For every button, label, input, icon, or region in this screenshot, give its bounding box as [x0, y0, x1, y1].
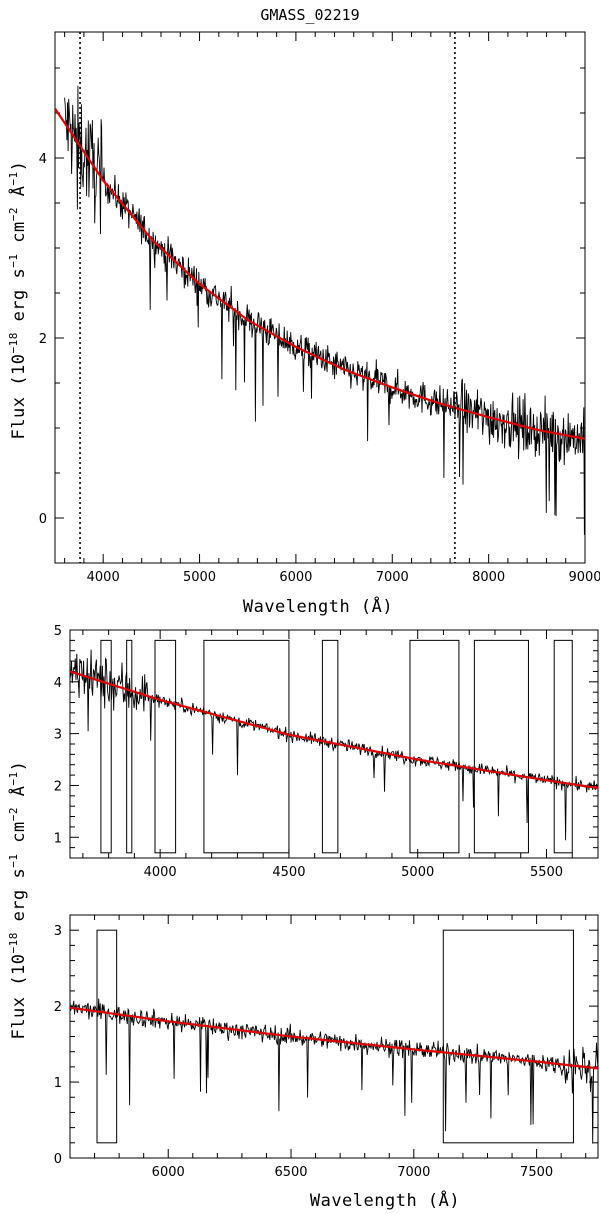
index-window-box	[126, 639, 133, 854]
x-tick-label: 7000	[397, 1165, 430, 1180]
x-tick-label: 9000	[568, 570, 600, 585]
observed-spectrum-line	[70, 649, 598, 841]
index-window-box	[154, 639, 177, 854]
x-tick-label: 4000	[144, 865, 177, 880]
index-window-box	[409, 639, 460, 854]
x-tick-label: 7000	[376, 570, 409, 585]
plot-title: GMASS_02219	[260, 6, 359, 24]
index-window-box	[203, 639, 290, 854]
x-tick-label: 6500	[274, 1165, 307, 1180]
top-xlabel: Wavelength (Å)	[243, 595, 393, 617]
panel-red-zoom: 6000 6500 7000 7500 0 1 2 3	[54, 914, 599, 1180]
y-tick-label: 0	[39, 512, 47, 527]
index-window-box	[473, 639, 529, 854]
y-tick-label: 3	[54, 728, 62, 743]
index-window-box	[442, 929, 574, 1144]
x-tick-label: 6000	[279, 570, 312, 585]
observed-spectrum-line	[64, 85, 585, 535]
y-tick-label: 5	[54, 624, 62, 639]
top-ylabel: Flux (10−18 erg s−1 cm−2 Å−1)	[7, 161, 29, 440]
axis-frame	[54, 31, 586, 564]
x-tick-label: 6000	[152, 1165, 185, 1180]
lower-ylabel: Flux (10−18 erg s−1 cm−2 Å−1)	[7, 761, 29, 1040]
observed-spectrum-line	[70, 998, 598, 1144]
x-tick-label: 4000	[87, 570, 120, 585]
index-window-box	[100, 639, 112, 854]
index-window-box	[96, 929, 118, 1144]
index-window-box	[553, 639, 573, 854]
y-tick-label: 2	[54, 779, 62, 794]
y-tick-label: 4	[39, 152, 47, 167]
axis-frame	[69, 914, 599, 1159]
panel-blue-zoom: 4000 4500 5000 5500 1 2 3 4 5	[54, 624, 599, 880]
x-tick-label: 5500	[530, 865, 563, 880]
continuum-fit-line	[70, 1006, 598, 1070]
y-tick-label: 0	[54, 1152, 62, 1167]
y-tick-label: 1	[54, 1076, 62, 1091]
y-tick-label: 3	[54, 924, 62, 939]
x-tick-label: 4500	[272, 865, 305, 880]
bottom-xlabel: Wavelength (Å)	[310, 1189, 460, 1211]
y-tick-label: 1	[54, 831, 62, 846]
continuum-fit-line	[55, 107, 585, 440]
x-tick-label: 8000	[472, 570, 505, 585]
y-tick-label: 4	[54, 676, 62, 691]
panel-full-spectrum: 4000 5000 6000 7000 8000 9000 0 2 4	[39, 31, 600, 585]
x-tick-label: 7500	[520, 1165, 553, 1180]
continuum-fit-line	[70, 670, 598, 790]
x-tick-label: 5000	[183, 570, 216, 585]
y-tick-label: 2	[39, 332, 47, 347]
y-tick-label: 2	[54, 1000, 62, 1015]
index-window-box	[321, 639, 339, 854]
x-tick-label: 5000	[401, 865, 434, 880]
